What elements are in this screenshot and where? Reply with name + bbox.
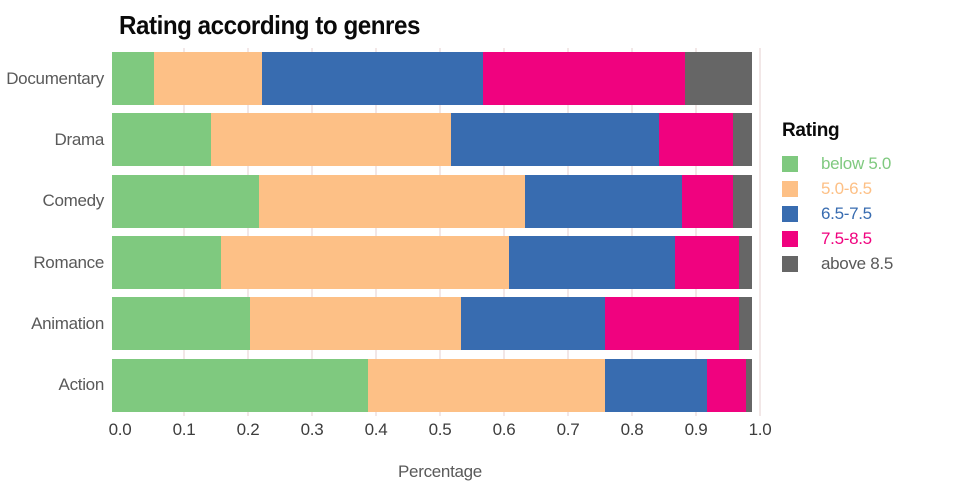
x-tick-label: 0.0 xyxy=(108,420,132,439)
legend-label: 5.0-6.5 xyxy=(821,178,872,198)
bar-row: Documentary xyxy=(0,48,760,109)
legend-swatch xyxy=(782,180,798,197)
bar-row: Animation xyxy=(0,293,760,354)
bar-segment-below-5.0 xyxy=(112,358,368,412)
bar-segment-7.5-8.5 xyxy=(681,174,733,228)
x-tick-label: 0.3 xyxy=(300,420,324,439)
legend-item: 6.5-7.5 xyxy=(782,201,957,226)
bar-track xyxy=(112,236,752,290)
bar-row: Drama xyxy=(0,109,760,170)
bar-segment-above-8.5 xyxy=(745,358,752,412)
bar-segment-6.5-7.5 xyxy=(451,113,660,167)
bar-segment-6.5-7.5 xyxy=(460,297,605,351)
legend-item: 5.0-6.5 xyxy=(782,176,957,201)
bar-segment-below-5.0 xyxy=(112,297,250,351)
gridline xyxy=(695,48,697,416)
gridline xyxy=(311,48,313,416)
bar-rows: Documentary Drama Comedy Romance Animation Ac… xyxy=(0,48,760,416)
bar-track xyxy=(112,174,752,228)
x-tick-label: 0.1 xyxy=(172,420,196,439)
category-label: Comedy xyxy=(42,191,104,211)
bar-segment-below-5.0 xyxy=(112,174,260,228)
x-tick-label: 0.5 xyxy=(428,420,452,439)
gridline xyxy=(503,48,505,416)
bar-track xyxy=(112,113,752,167)
legend-title: Rating xyxy=(782,120,840,141)
category-label: Animation xyxy=(31,313,104,333)
x-tick-label: 1.0 xyxy=(748,420,772,439)
legend-label: below 5.0 xyxy=(821,153,892,173)
category-label: Drama xyxy=(54,129,104,149)
bar-track xyxy=(112,358,752,412)
bar-segment-6.5-7.5 xyxy=(508,236,676,290)
legend-label: 6.5-7.5 xyxy=(821,203,872,223)
x-tick-label: 0.8 xyxy=(620,420,644,439)
gridline xyxy=(567,48,569,416)
legend-item: above 8.5 xyxy=(782,251,957,276)
bar-segment-5.0-6.5 xyxy=(259,174,525,228)
legend-label: above 8.5 xyxy=(821,253,893,273)
gridline xyxy=(247,48,249,416)
bar-track xyxy=(112,52,752,106)
gridline xyxy=(759,48,761,416)
bar-segment-below-5.0 xyxy=(112,113,212,167)
legend-swatch xyxy=(782,255,798,272)
bar-row: Comedy xyxy=(0,171,760,232)
bar-segment-above-8.5 xyxy=(684,52,752,106)
bar-track xyxy=(112,297,752,351)
bar-row: Romance xyxy=(0,232,760,293)
legend-swatch xyxy=(782,230,798,247)
bar-segment-6.5-7.5 xyxy=(604,358,708,412)
chart-title: Rating according to genres xyxy=(119,10,420,40)
x-tick-label: 0.4 xyxy=(364,420,388,439)
legend-swatch xyxy=(782,155,798,172)
bar-segment-7.5-8.5 xyxy=(707,358,746,412)
bar-segment-above-8.5 xyxy=(732,113,752,167)
bar-row: Action xyxy=(0,355,760,416)
legend-item: 7.5-8.5 xyxy=(782,226,957,251)
plot-area: Documentary Drama Comedy Romance Animation Ac… xyxy=(0,48,761,416)
bar-segment-7.5-8.5 xyxy=(483,52,685,106)
x-axis-label: Percentage xyxy=(398,462,482,481)
bar-segment-5.0-6.5 xyxy=(368,358,605,412)
bar-segment-above-8.5 xyxy=(739,236,752,290)
bar-segment-below-5.0 xyxy=(112,52,154,106)
x-tick-label: 0.2 xyxy=(236,420,260,439)
bar-segment-7.5-8.5 xyxy=(604,297,740,351)
legend-items: below 5.0 5.0-6.5 6.5-7.5 7.5-8.5 above 8.5 xyxy=(782,151,957,276)
legend-item: below 5.0 xyxy=(782,151,957,176)
gridline xyxy=(631,48,633,416)
x-axis-ticks: 0.0 0.1 0.2 0.3 0.4 0.5 0.6 0.7 0.8 0.9 1.0 xyxy=(109,420,772,442)
gridline xyxy=(439,48,441,416)
category-label: Action xyxy=(58,375,105,395)
x-tick-label: 0.9 xyxy=(684,420,708,439)
bar-segment-6.5-7.5 xyxy=(262,52,484,106)
gridlines xyxy=(120,48,761,416)
bar-segment-5.0-6.5 xyxy=(211,113,452,167)
gridline xyxy=(375,48,377,416)
category-label: Documentary xyxy=(6,68,104,88)
bar-segment-5.0-6.5 xyxy=(249,297,461,351)
bar-segment-below-5.0 xyxy=(112,236,221,290)
bar-segment-above-8.5 xyxy=(732,174,752,228)
bar-segment-6.5-7.5 xyxy=(524,174,682,228)
bar-segment-5.0-6.5 xyxy=(220,236,509,290)
bar-segment-5.0-6.5 xyxy=(153,52,263,106)
legend: Rating below 5.0 5.0-6.5 6.5-7.5 7.5-8.5 abo… xyxy=(782,120,957,276)
x-tick-label: 0.7 xyxy=(556,420,580,439)
legend-swatch xyxy=(782,205,798,222)
bar-segment-above-8.5 xyxy=(739,297,752,351)
bar-segment-7.5-8.5 xyxy=(675,236,740,290)
x-tick-label: 0.6 xyxy=(492,420,516,439)
gridline xyxy=(183,48,185,416)
legend-label: 7.5-8.5 xyxy=(821,228,872,248)
bar-segment-7.5-8.5 xyxy=(659,113,733,167)
category-label: Romance xyxy=(33,252,104,272)
